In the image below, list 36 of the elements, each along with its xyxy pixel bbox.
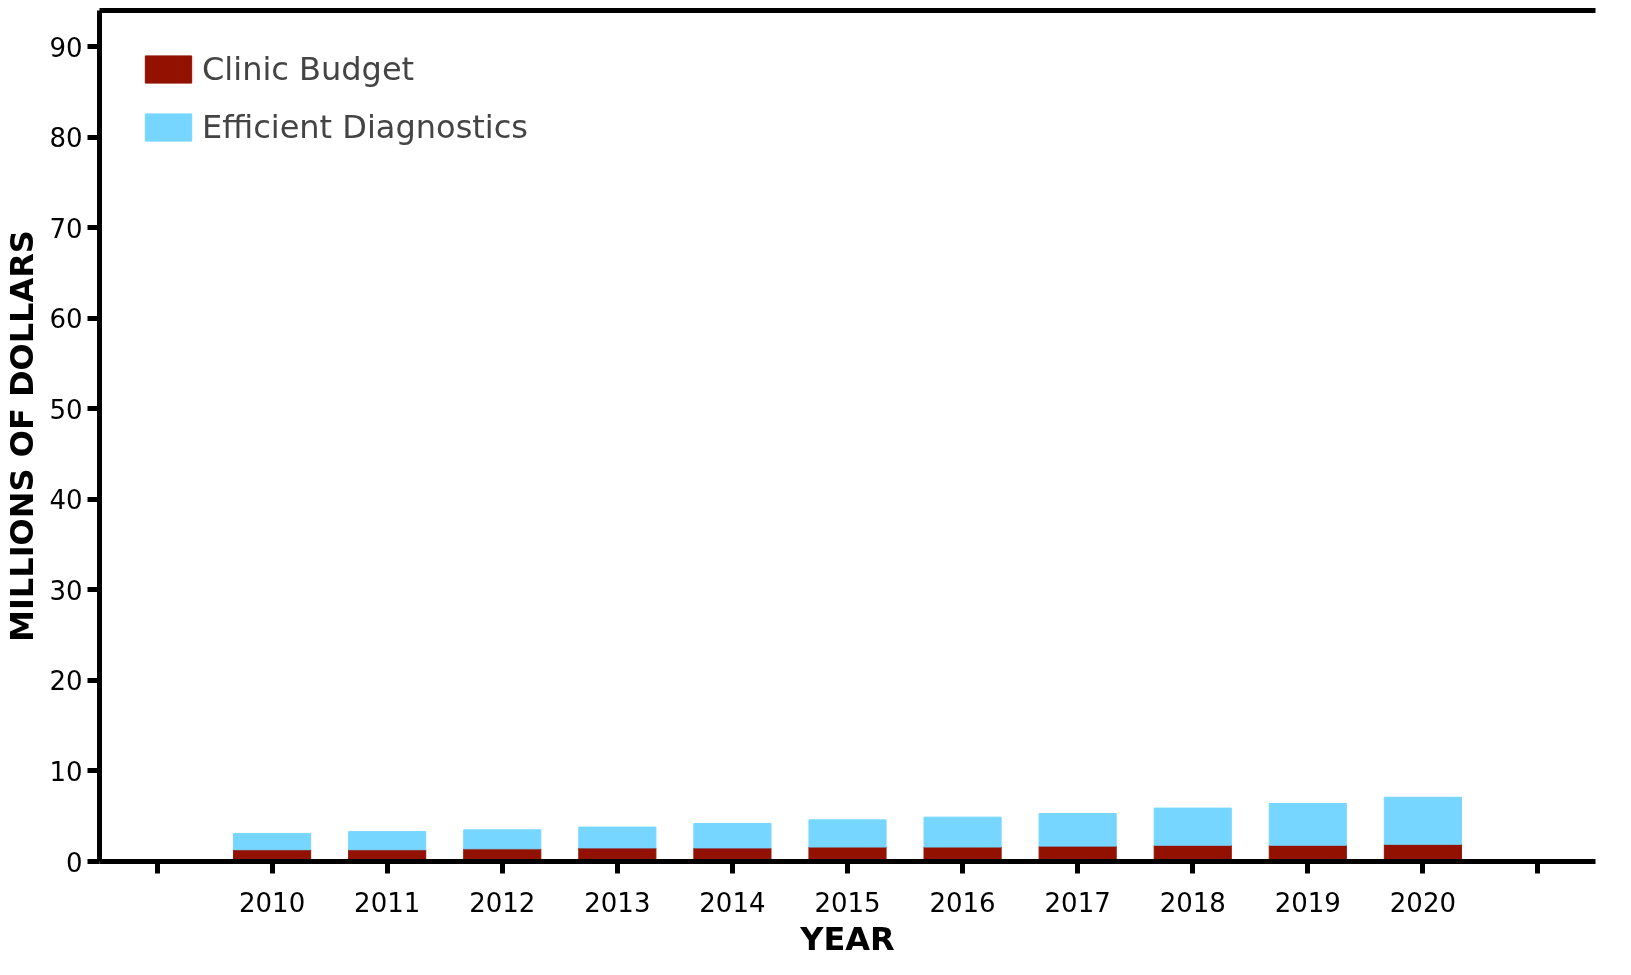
legend-label: Efficient Diagnostics: [202, 108, 529, 146]
x-tick-label: 2015: [814, 887, 881, 918]
x-tick-label: 2020: [1389, 887, 1456, 918]
bar: [348, 831, 427, 851]
x-axis-title: YEAR: [799, 919, 895, 958]
y-tick-label: 10: [49, 756, 83, 787]
x-tick-label: 2014: [699, 887, 766, 918]
x-tick-label: 2010: [239, 887, 306, 918]
x-tick-label: 2018: [1159, 887, 1226, 918]
bar: [1038, 813, 1117, 847]
y-tick-label: 30: [49, 575, 83, 606]
y-tick-label: 50: [49, 394, 83, 425]
y-tick-label: 20: [49, 666, 83, 697]
x-tick-label: 2016: [929, 887, 996, 918]
bar: [923, 816, 1002, 848]
bar: [578, 826, 657, 849]
y-tick-label: 80: [49, 123, 83, 154]
bar: [463, 829, 542, 850]
x-tick-label: 2011: [354, 887, 421, 918]
x-tick-label: 2017: [1044, 887, 1111, 918]
bar: [808, 819, 887, 848]
y-tick-label: 0: [65, 847, 83, 878]
x-tick-label: 2019: [1274, 887, 1341, 918]
y-tick-label: 70: [49, 213, 83, 244]
bar: [233, 832, 312, 851]
y-tick-label: 90: [49, 32, 83, 63]
y-tick-label: 40: [49, 485, 83, 516]
x-tick-label: 2012: [469, 887, 536, 918]
y-tick-label: 60: [49, 304, 83, 335]
y-axis-title: MILLIONS OF DOLLARS: [3, 230, 42, 642]
bar: [1153, 807, 1232, 846]
x-tick-label: 2013: [584, 887, 651, 918]
legend-label: Clinic Budget: [202, 50, 415, 88]
bar: [1268, 803, 1347, 846]
bar: [1383, 796, 1462, 845]
bar: [693, 822, 772, 849]
